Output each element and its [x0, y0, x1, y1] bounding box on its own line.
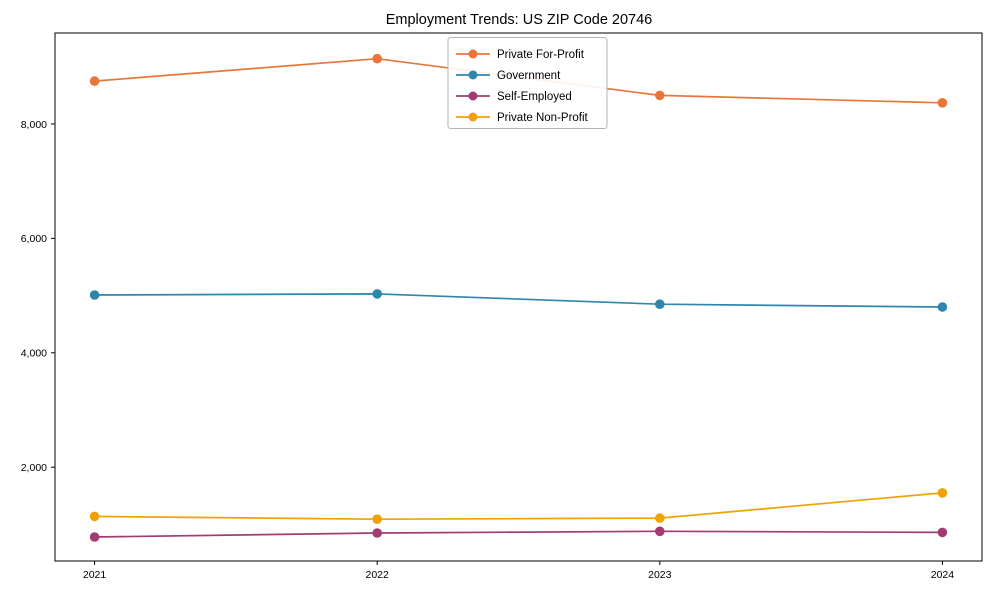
x-tick-label: 2023 [648, 569, 672, 581]
legend-marker-private-for-profit [468, 49, 478, 59]
data-point-private-for-profit [89, 76, 100, 86]
legend-marker-private-non-profit [468, 112, 478, 122]
data-point-private-non-profit [89, 511, 100, 522]
legend-label-government: Government [497, 70, 561, 82]
data-point-private-non-profit [372, 514, 383, 524]
chart-title: Employment Trends: US ZIP Code 20746 [386, 12, 653, 28]
series-line-private-non-profit [94, 492, 943, 521]
legend-label-self-employed: Self-Employed [497, 91, 572, 103]
y-tick-label: 6,000 [21, 233, 47, 245]
x-tick-label: 2024 [931, 569, 955, 581]
data-point-self-employed [372, 528, 383, 538]
data-point-private-non-profit [655, 513, 665, 523]
data-point-government [655, 299, 665, 310]
data-point-government [372, 289, 383, 299]
data-point-self-employed [937, 527, 948, 538]
legend-label-private-non-profit: Private Non-Profit [497, 112, 589, 124]
data-point-self-employed [89, 532, 100, 542]
data-point-private-non-profit [937, 488, 948, 498]
legend-box [447, 37, 608, 129]
y-tick-label: 8,000 [21, 119, 47, 131]
data-point-private-for-profit [655, 90, 665, 101]
data-point-private-for-profit [937, 98, 948, 108]
data-point-self-employed [655, 526, 665, 537]
y-tick-label: 2,000 [21, 462, 47, 474]
legend-marker-government [468, 70, 478, 80]
x-tick-label: 2021 [83, 569, 107, 581]
legend-marker-self-employed [468, 91, 478, 101]
series-line-self-employed [94, 530, 943, 538]
y-tick-label: 4,000 [21, 348, 47, 360]
plot-border [54, 32, 983, 562]
legend-label-private-for-profit: Private For-Profit [497, 49, 585, 61]
data-point-private-for-profit [372, 53, 383, 64]
x-tick-label: 2022 [366, 569, 390, 581]
data-point-government [89, 290, 100, 300]
series-line-government [94, 293, 943, 308]
data-point-government [937, 302, 948, 312]
